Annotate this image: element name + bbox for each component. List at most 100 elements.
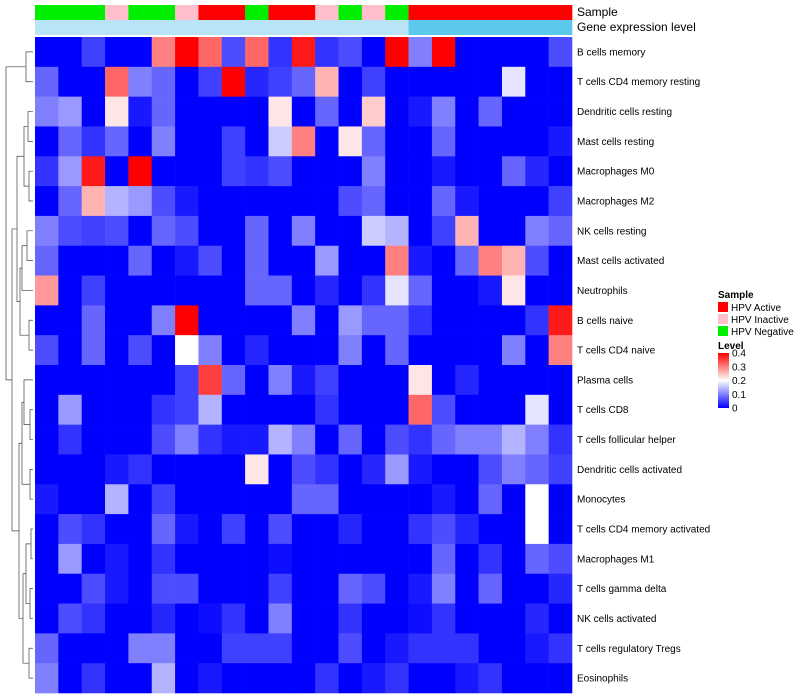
heatmap-cell	[338, 215, 363, 247]
heatmap-cell	[385, 633, 409, 664]
heatmap-cell	[315, 663, 339, 694]
heatmap-cell	[361, 37, 386, 68]
heatmap-cell	[128, 603, 153, 634]
heatmap-cell	[245, 66, 269, 97]
heatmap-cell	[455, 633, 479, 664]
level-color-bar	[718, 353, 729, 408]
gene-expression-annotation-cell	[478, 20, 503, 35]
heatmap-cell	[455, 543, 479, 575]
dendrogram-branch	[26, 230, 33, 261]
heatmap-cell	[221, 543, 246, 575]
heatmap-cell	[315, 603, 339, 634]
row-label: Neutrophils	[577, 286, 628, 297]
heatmap-cell	[361, 245, 386, 276]
heatmap-cell	[35, 573, 59, 604]
heatmap-cell	[455, 424, 479, 455]
heatmap-cell	[315, 37, 339, 68]
heatmap-cell	[268, 514, 293, 545]
heatmap-cell	[501, 424, 526, 455]
heatmap-cell	[35, 394, 59, 425]
heatmap-cell	[548, 663, 573, 694]
heatmap-cell	[151, 484, 176, 515]
row-label: T cells CD4 memory activated	[577, 525, 710, 536]
heatmap-cell	[315, 573, 339, 604]
heatmap-cell	[151, 156, 176, 187]
heatmap-cell	[105, 186, 129, 217]
heatmap-cell	[315, 394, 339, 425]
heatmap-cell	[105, 663, 129, 694]
heatmap-cell	[175, 633, 199, 664]
heatmap-cell	[198, 543, 223, 575]
heatmap-cell	[478, 126, 503, 157]
heatmap-cell	[525, 335, 549, 366]
sample-annotation-cell	[478, 5, 503, 20]
heatmap-cell	[105, 335, 129, 366]
heatmap-cell	[291, 186, 316, 217]
dendrogram-branch	[11, 228, 19, 532]
heatmap-cell	[548, 275, 573, 306]
heatmap-cell	[548, 96, 573, 127]
sample-annotation-cell	[198, 5, 223, 20]
heatmap-cell	[105, 96, 129, 127]
sample-legend-swatch	[718, 314, 728, 324]
heatmap-cell	[548, 365, 573, 396]
heatmap-cell	[455, 245, 479, 276]
heatmap-cell	[501, 66, 526, 97]
heatmap-cell	[268, 96, 293, 127]
heatmap-cell	[105, 126, 129, 157]
heatmap-cell	[198, 514, 223, 545]
heatmap-cell	[478, 305, 503, 336]
heatmap-cell	[151, 424, 176, 455]
heatmap-cell	[361, 305, 386, 336]
heatmap-cell	[455, 275, 479, 306]
heatmap-cell	[408, 514, 433, 545]
heatmap-cell	[175, 365, 199, 396]
heatmap-cell	[478, 573, 503, 604]
heatmap-cell	[338, 96, 363, 127]
gene-expression-annotation-cell	[105, 20, 129, 35]
heatmap-cell	[151, 37, 176, 68]
heatmap-cell	[245, 186, 269, 217]
heatmap-cell	[338, 365, 363, 396]
heatmap-cell	[151, 126, 176, 157]
heatmap-cell	[128, 305, 153, 336]
heatmap-cell	[245, 335, 269, 366]
heatmap-cell	[338, 66, 363, 97]
sample-annotation-cell	[35, 5, 59, 20]
heatmap-cell	[35, 215, 59, 247]
sample-annotation-cell	[151, 5, 176, 20]
gene-expression-annotation-bar	[35, 20, 573, 35]
heatmap-cell	[548, 484, 573, 515]
heatmap-cell	[315, 454, 339, 485]
heatmap-cell	[431, 603, 456, 634]
heatmap-cell	[338, 573, 363, 604]
heatmap-cell	[81, 394, 106, 425]
sample-annotation-cell	[385, 5, 409, 20]
heatmap-cell	[221, 365, 246, 396]
heatmap-cell	[408, 96, 433, 127]
heatmap-cell	[105, 633, 129, 664]
heatmap-cell	[291, 394, 316, 425]
heatmap-cell	[58, 66, 82, 97]
row-label: T cells CD4 naive	[577, 346, 656, 357]
heatmap-cell	[268, 365, 293, 396]
heatmap-cell	[408, 573, 433, 604]
heatmap-cell	[221, 603, 246, 634]
heatmap-cell	[151, 663, 176, 694]
heatmap-cell	[361, 514, 386, 545]
sample-annotation-cell	[455, 5, 479, 20]
heatmap-cell	[198, 37, 223, 68]
dendrogram-branch	[27, 111, 33, 142]
heatmap-cell	[221, 424, 246, 455]
dendrogram-branch	[19, 267, 29, 336]
heatmap-cell	[35, 156, 59, 187]
gene-expression-annotation-cell	[198, 20, 223, 35]
heatmap-cell	[525, 126, 549, 157]
heatmap-cell	[385, 424, 409, 455]
heatmap-cell	[315, 424, 339, 455]
dendrogram-branch	[21, 245, 33, 291]
gene-expression-annotation-cell	[35, 20, 59, 35]
heatmap-cell	[385, 186, 409, 217]
heatmap-cell	[81, 603, 106, 634]
heatmap-cell	[128, 543, 153, 575]
